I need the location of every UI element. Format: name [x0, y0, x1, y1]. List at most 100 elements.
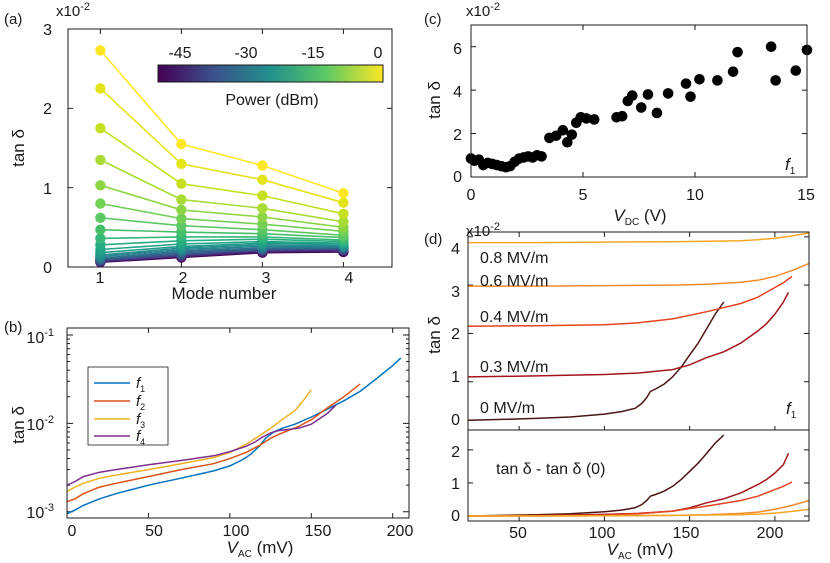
panel-c-data-point: [616, 110, 628, 122]
panel-a-data-point: [338, 208, 349, 220]
panel-d-series-labels: 0.8 MV/m 0.6 MV/m 0.4 MV/m 0.3 MV/m 0 MV…: [480, 250, 548, 417]
colorbar-tick-label: -15: [301, 45, 324, 62]
panel-a-series-line: [99, 127, 344, 215]
panel-a-x-tick-label: 1: [96, 270, 105, 287]
panel-a-y-tick-label: 3: [43, 22, 52, 39]
panel-d-x-tick-label: 200: [757, 525, 784, 542]
panel-a-data-point: [338, 216, 349, 227]
panel-c-y-tick-label: 0: [453, 169, 462, 186]
panel-a-data-point: [176, 178, 187, 189]
panel-c-data-point: [581, 113, 592, 124]
panel-c-data-point: [642, 89, 654, 100]
panel-c-data-point: [770, 75, 781, 86]
panel-b-y-ticks: 10-3 10-2 10-1: [26, 327, 54, 522]
panel-a-data-point: [338, 197, 349, 208]
panel-c-data-point: [662, 88, 674, 99]
panel-b-x-tick-label: 150: [305, 523, 332, 540]
panel-c-data-point: [732, 46, 743, 58]
panel-a-x-axis-title: Mode number: [172, 284, 277, 303]
panel-d-bottom-series-line: [467, 481, 793, 517]
panel-c-data-point: [765, 41, 777, 53]
panel-a-colorbar: -45 -30 -15 0 Power (dBm): [157, 45, 384, 109]
panel-c-data-point: [790, 65, 802, 76]
panel-d-inset-label: tan δ - tan δ (0): [496, 461, 605, 478]
panel-c-data-point: [651, 107, 663, 119]
panel-d-top-y-ticks: 0 1 2 3 4: [451, 241, 460, 429]
series-label-0: 0 MV/m: [480, 400, 535, 417]
panel-b-legend: f1 f2 f3 f4: [87, 366, 169, 447]
panel-d-x-tick-label: 150: [673, 525, 700, 542]
panel-d-y-tick-label: 1: [451, 476, 460, 493]
panel-a-series-line: [99, 49, 344, 194]
panel-d-label: (d): [424, 231, 442, 248]
panel-c-y-axis-title: tan δ: [425, 81, 444, 119]
panel-c-data-point: [557, 125, 569, 136]
panel-b-series-f2: [66, 383, 361, 503]
panel-d-y-tick-label: 0: [451, 412, 460, 429]
panel-d-y-tick-label: 1: [451, 369, 460, 386]
panel-b-y-tick-label: 10-1: [26, 327, 54, 347]
panel-c-data-point: [635, 102, 647, 113]
panel-d-plot-area: [467, 232, 810, 521]
panel-c-data-point: [685, 91, 696, 102]
panel-a-y-tick-label: 2: [43, 101, 52, 118]
panel-d-x-tick-label: 100: [589, 525, 616, 542]
panel-d-y-tick-label: 2: [451, 444, 460, 461]
panel-b-series-f4: [66, 404, 337, 486]
panel-a-series-line: [100, 217, 344, 237]
panel-a-data-point: [257, 211, 268, 223]
panel-c-data-point: [727, 66, 739, 77]
panel-a-data-point: [257, 190, 268, 201]
panel-c-x-tick-label: 10: [686, 187, 704, 204]
panel-c-data-point: [680, 78, 692, 89]
panel-a-data-point: [95, 233, 106, 244]
series-label-0.4: 0.4 MV/m: [480, 309, 548, 326]
legend-entry-f4: f4: [136, 428, 145, 447]
panel-c-data-point: [626, 90, 638, 101]
panel-a-data-point: [257, 218, 268, 230]
panel-c-data-point: [588, 114, 600, 125]
panel-b-label: (b): [4, 319, 22, 336]
panel-c-x-tick-label: 15: [797, 187, 815, 204]
panel-d-x-axis-title: VAC (mV): [607, 540, 674, 562]
panel-c-annotation: f1: [785, 155, 796, 177]
panel-a-label: (a): [4, 11, 22, 28]
series-label-0.6: 0.6 MV/m: [480, 273, 548, 290]
colorbar-gradient: [157, 64, 384, 83]
panel-a-data-point: [176, 213, 187, 224]
colorbar-tick-label: -45: [168, 45, 191, 62]
panel-b: (b) tan δ VAC (mV) 10-3 10-2 10-1 0 50 1…: [4, 319, 413, 560]
panel-c: (c) x10-2 tan δ VDC (V) 0 2 4 6 0 5 10 1…: [424, 1, 815, 228]
legend-box: [87, 366, 169, 446]
colorbar-tick-label: -30: [234, 45, 257, 62]
panel-a-data-point: [257, 174, 268, 185]
panel-d-top-series-line: [467, 301, 725, 422]
panel-d-top-series-line: [468, 232, 810, 244]
panel-b-y-tick-label: 10-2: [26, 414, 54, 434]
panel-c-x-tick-label: 5: [579, 187, 588, 204]
panel-d-top-series-line: [467, 292, 790, 378]
panel-a-axes-box: [67, 28, 393, 268]
panel-a-x-ticks: 1 2 3 4: [96, 270, 354, 287]
panel-a-data-point: [95, 198, 106, 209]
panel-a-exponent: x10-2: [56, 1, 90, 20]
panel-c-axes-box: [470, 24, 808, 178]
panel-a-series-line: [100, 242, 344, 254]
panel-a-data-point: [95, 212, 106, 224]
panel-a-data-point: [176, 204, 187, 216]
panel-a-y-tick-label: 0: [43, 260, 52, 277]
panel-c-y-tick-label: 4: [453, 84, 462, 101]
panel-b-y-tick-label: 10-3: [26, 502, 54, 522]
panel-b-y-axis-title: tan δ: [9, 406, 28, 444]
panel-a-data-point: [257, 160, 268, 171]
panel-b-x-tick-label: 0: [68, 523, 77, 540]
panel-a-data-point: [95, 122, 106, 134]
panel-d-y-tick-label: 2: [451, 326, 460, 343]
panel-d-top-series-line: [468, 262, 810, 287]
panel-c-x-tick-label: 0: [467, 187, 476, 204]
panel-a-data-point: [176, 194, 187, 205]
panel-a-series-line: [99, 87, 344, 204]
legend-entry-f2: f2: [136, 393, 145, 412]
panel-d-bottom-series-line: [467, 434, 725, 517]
